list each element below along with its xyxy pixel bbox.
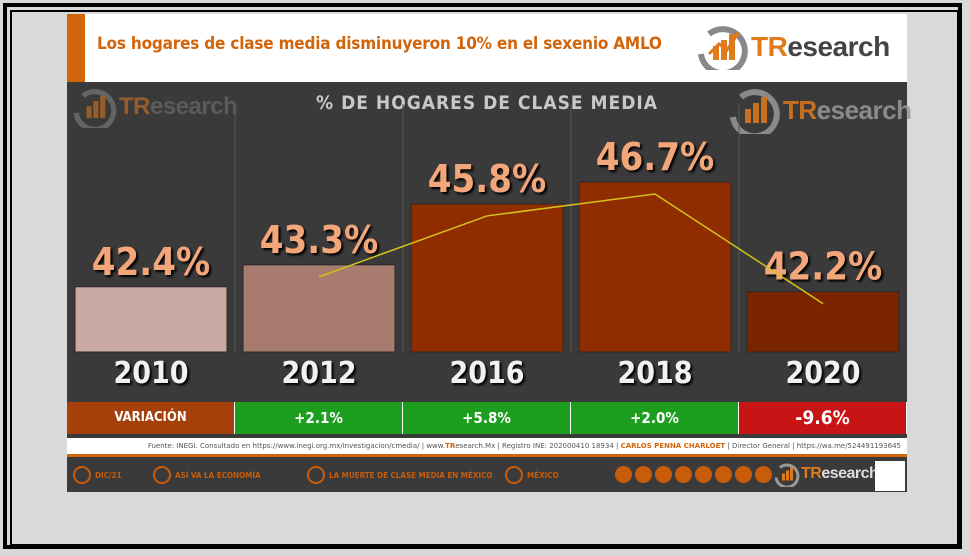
header-bar: Los hogares de clase media disminuyeron … [67, 14, 907, 82]
trend-line [318, 193, 824, 305]
instagram-icon[interactable] [755, 466, 772, 483]
x-tick-label-2016: 2016 [449, 356, 525, 391]
telegram-icon[interactable] [635, 466, 652, 483]
logo-mark-icon [730, 89, 780, 134]
bar-2010 [74, 286, 228, 353]
logo-tr: TR [119, 93, 151, 120]
x-tick-label-2018: 2018 [617, 356, 693, 391]
footer-logo: TResearch [773, 461, 879, 487]
logo-tr: TR [801, 465, 822, 482]
variation-row: VARIACIÓN +2.1% +5.8% +2.0% -9.6% [67, 402, 907, 434]
logo-mark-icon [774, 463, 800, 487]
footer-item-country: MÉXICO [505, 466, 559, 484]
chart-title: % DE HOGARES DE CLASE MEDIA [316, 92, 658, 114]
logo-esearch: esearch [787, 31, 890, 62]
variation-label: VARIACIÓN [67, 402, 235, 434]
footer-date: DIC/21 [73, 466, 122, 484]
source-tail: | Director General | https://wa.me/52449… [725, 442, 901, 450]
linkedin-icon[interactable] [735, 466, 752, 483]
source-mid: esearch.Mx | Registro INE: 202000410 189… [455, 442, 621, 450]
economy-icon [153, 466, 171, 484]
variation-2018: +2.0% [571, 402, 739, 434]
twitter-icon[interactable] [695, 466, 712, 483]
variation-2012: +2.1% [235, 402, 403, 434]
data-label-2010: 42.4% [92, 240, 211, 284]
logo-tr: TR [751, 31, 788, 62]
calendar-icon [73, 466, 91, 484]
source-note: Fuente: INEGI. Consultado en https://www… [67, 438, 907, 454]
facebook-icon[interactable] [715, 466, 732, 483]
bar-2020 [746, 291, 900, 353]
bar-2012 [242, 264, 396, 353]
logo-esearch: esearch [816, 94, 912, 125]
logo-mark-icon [73, 89, 117, 128]
bar-2018 [578, 181, 732, 353]
watermark-logo-left: TResearch [71, 86, 238, 128]
source-prefix: Fuente: INEGI. Consultado en https://www… [147, 442, 446, 450]
logo-esearch: esearch [150, 93, 238, 120]
x-axis-labels: 2010 2012 2016 2018 2020 [67, 354, 907, 402]
qr-code-icon[interactable] [875, 461, 905, 491]
social-icons[interactable] [615, 466, 772, 483]
variation-2016: +5.8% [403, 402, 571, 434]
page-title: Los hogares de clase media disminuyeron … [97, 34, 662, 54]
location-icon [505, 466, 523, 484]
logo-tr: TR [783, 94, 817, 125]
tresearch-logo: TResearch [695, 24, 890, 70]
chat-icon [307, 466, 325, 484]
data-label-2020: 42.2% [764, 245, 883, 289]
data-label-2016: 45.8% [428, 157, 547, 201]
logo-esearch: esearch [821, 465, 879, 482]
x-tick-label-2012: 2012 [281, 356, 357, 391]
infographic-panel: Los hogares de clase media disminuyeron … [67, 14, 912, 492]
footer-bar: DIC/21 ASÍ VA LA ECONOMÍA LA MUERTE DE C… [67, 454, 907, 492]
x-tick-label-2010: 2010 [113, 356, 189, 391]
watermark-logo-right: TResearch [727, 86, 912, 134]
source-author: CARLOS PENNA CHARLOET [620, 442, 726, 450]
inner-frame [10, 10, 959, 546]
youtube-icon[interactable] [675, 466, 692, 483]
footer-item-topic: LA MUERTE DE CLASE MEDIA EN MÉXICO [307, 466, 493, 484]
x-tick-label-2020: 2020 [785, 356, 861, 391]
data-label-2018: 46.7% [596, 135, 715, 179]
bar-2016 [410, 203, 564, 353]
globe-icon[interactable] [615, 466, 632, 483]
source-brand: TR [445, 442, 456, 450]
logo-mark-icon [698, 26, 748, 70]
footer-item-economy: ASÍ VA LA ECONOMÍA [153, 466, 261, 484]
email-icon[interactable] [655, 466, 672, 483]
bar-chart: 42.4% 43.3% 45.8% 46.7% 42.2% [74, 104, 900, 353]
data-label-2012: 43.3% [260, 218, 379, 262]
variation-2020: -9.6% [739, 402, 907, 434]
